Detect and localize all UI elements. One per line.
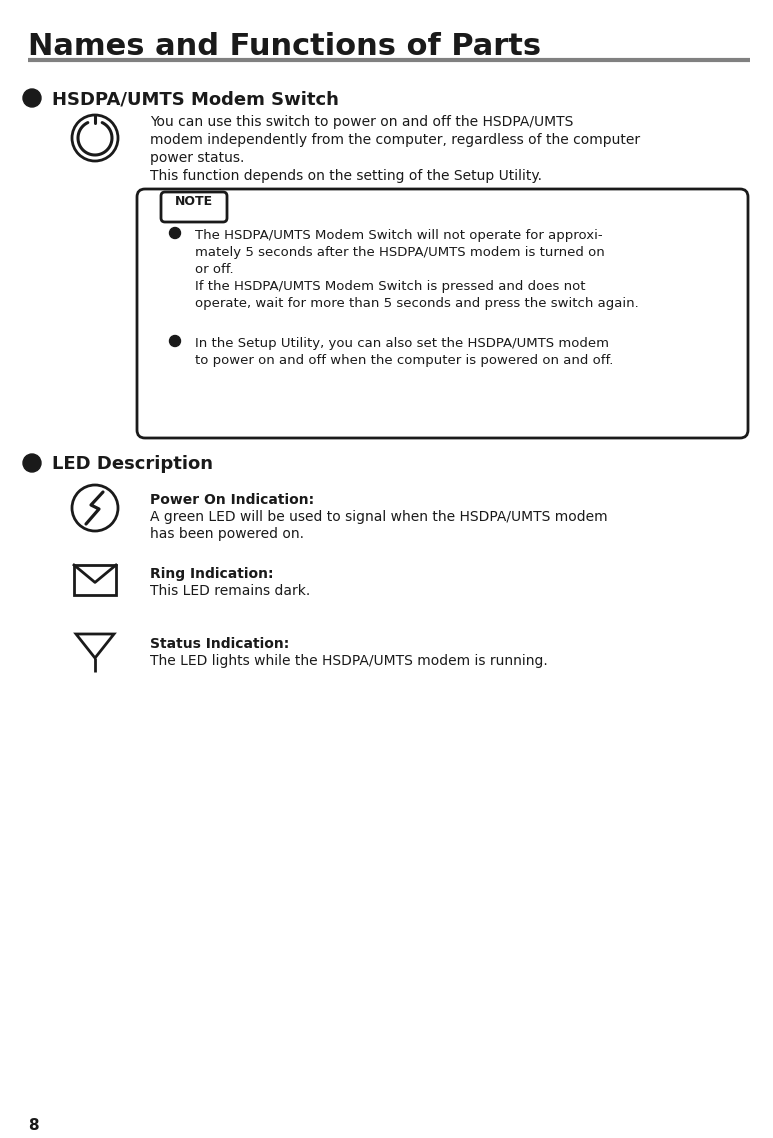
Text: NOTE: NOTE xyxy=(175,195,213,208)
FancyBboxPatch shape xyxy=(137,189,748,438)
Circle shape xyxy=(169,228,181,239)
Text: This function depends on the setting of the Setup Utility.: This function depends on the setting of … xyxy=(150,170,542,183)
Text: HSDPA/UMTS Modem Switch: HSDPA/UMTS Modem Switch xyxy=(52,90,339,108)
Text: LED Description: LED Description xyxy=(52,455,213,473)
Text: You can use this switch to power on and off the HSDPA/UMTS: You can use this switch to power on and … xyxy=(150,115,574,129)
Text: or off.: or off. xyxy=(195,263,233,277)
Text: has been powered on.: has been powered on. xyxy=(150,527,304,541)
Text: Status Indication:: Status Indication: xyxy=(150,637,289,651)
Text: Names and Functions of Parts: Names and Functions of Parts xyxy=(28,32,541,61)
Text: If the HSDPA/UMTS Modem Switch is pressed and does not: If the HSDPA/UMTS Modem Switch is presse… xyxy=(195,280,585,292)
Text: Power On Indication:: Power On Indication: xyxy=(150,493,314,508)
Text: 8: 8 xyxy=(28,1118,39,1133)
Text: modem independently from the computer, regardless of the computer: modem independently from the computer, r… xyxy=(150,133,640,147)
Circle shape xyxy=(23,454,41,472)
Text: The HSDPA/UMTS Modem Switch will not operate for approxi-: The HSDPA/UMTS Modem Switch will not ope… xyxy=(195,229,603,242)
Circle shape xyxy=(23,89,41,107)
Bar xyxy=(74,564,116,595)
Text: A green LED will be used to signal when the HSDPA/UMTS modem: A green LED will be used to signal when … xyxy=(150,510,608,523)
FancyBboxPatch shape xyxy=(161,192,227,222)
Text: mately 5 seconds after the HSDPA/UMTS modem is turned on: mately 5 seconds after the HSDPA/UMTS mo… xyxy=(195,246,604,259)
Circle shape xyxy=(169,336,181,346)
Text: In the Setup Utility, you can also set the HSDPA/UMTS modem: In the Setup Utility, you can also set t… xyxy=(195,337,609,351)
Text: to power on and off when the computer is powered on and off.: to power on and off when the computer is… xyxy=(195,354,613,366)
Text: Ring Indication:: Ring Indication: xyxy=(150,567,274,582)
Text: The LED lights while the HSDPA/UMTS modem is running.: The LED lights while the HSDPA/UMTS mode… xyxy=(150,654,548,668)
Text: operate, wait for more than 5 seconds and press the switch again.: operate, wait for more than 5 seconds an… xyxy=(195,297,638,310)
Text: This LED remains dark.: This LED remains dark. xyxy=(150,584,310,597)
Text: power status.: power status. xyxy=(150,151,244,165)
